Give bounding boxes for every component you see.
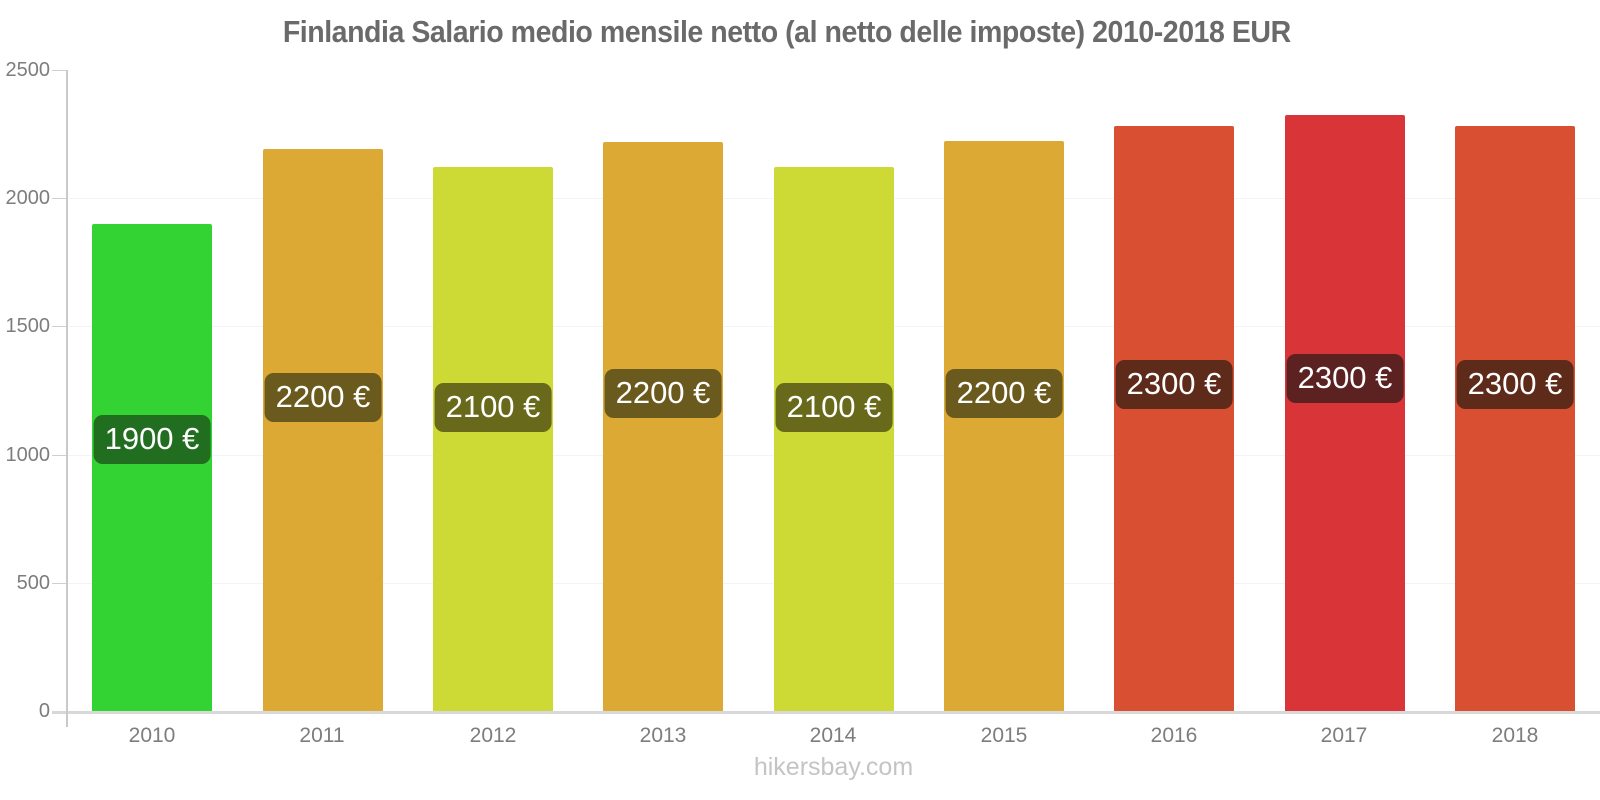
chart-title-text: Finlandia Salario medio mensile netto (a…: [282, 14, 1291, 49]
bar-2016: 2300 €: [1114, 126, 1234, 711]
y-axis-label-0: 0: [38, 700, 50, 722]
bar-value-badge-2016: 2300 €: [1115, 360, 1233, 409]
x-axis-label-2014: 2014: [809, 724, 857, 747]
chart-title: Finlandia Salario medio mensile netto (a…: [0, 14, 1573, 50]
x-axis-label-2012: 2012: [469, 724, 517, 747]
watermark: hikersbay.com: [753, 753, 914, 781]
bar-2012: 2100 €: [433, 167, 553, 711]
x-axis-line: [52, 711, 1600, 714]
y-axis-tick-1500: [52, 326, 67, 327]
bar-value-badge-2017: 2300 €: [1286, 354, 1404, 403]
bar-value-badge-2013: 2200 €: [604, 369, 722, 418]
bar-2013: 2200 €: [603, 142, 723, 711]
x-axis-label-2018: 2018: [1491, 724, 1539, 747]
bar-value-badge-2015: 2200 €: [945, 369, 1063, 418]
y-axis-label-1500: 1500: [5, 315, 51, 337]
y-axis-tick-2000: [52, 198, 67, 199]
y-axis-label-2000: 2000: [5, 187, 51, 209]
x-axis-label-2013: 2013: [639, 724, 687, 747]
x-axis-label-2011: 2011: [299, 724, 345, 747]
bar-value-badge-2018: 2300 €: [1456, 360, 1574, 409]
y-axis-line: [66, 70, 68, 727]
y-axis-label-1000: 1000: [5, 444, 51, 466]
bar-2017: 2300 €: [1285, 115, 1405, 711]
bar-value-badge-2010: 1900 €: [93, 415, 211, 464]
bar-2018: 2300 €: [1455, 126, 1575, 711]
bar-value-badge-2011: 2200 €: [264, 373, 382, 422]
y-axis-label-500: 500: [16, 572, 50, 594]
bar-value-badge-2014: 2100 €: [775, 383, 893, 432]
bar-2014: 2100 €: [774, 167, 894, 711]
bar-2011: 2200 €: [263, 149, 383, 711]
bar-value-badge-2012: 2100 €: [434, 383, 552, 432]
bar-2015: 2200 €: [944, 141, 1064, 711]
y-axis-tick-500: [52, 583, 67, 584]
y-axis-tick-1000: [52, 455, 67, 456]
x-axis-label-2016: 2016: [1150, 724, 1198, 747]
x-axis-label-2015: 2015: [980, 724, 1028, 747]
bar-2010: 1900 €: [92, 224, 212, 711]
y-axis-tick-2500: [52, 70, 67, 71]
x-axis-label-2010: 2010: [128, 724, 176, 747]
y-axis-label-2500: 2500: [5, 59, 51, 81]
x-axis-label-2017: 2017: [1320, 724, 1368, 747]
